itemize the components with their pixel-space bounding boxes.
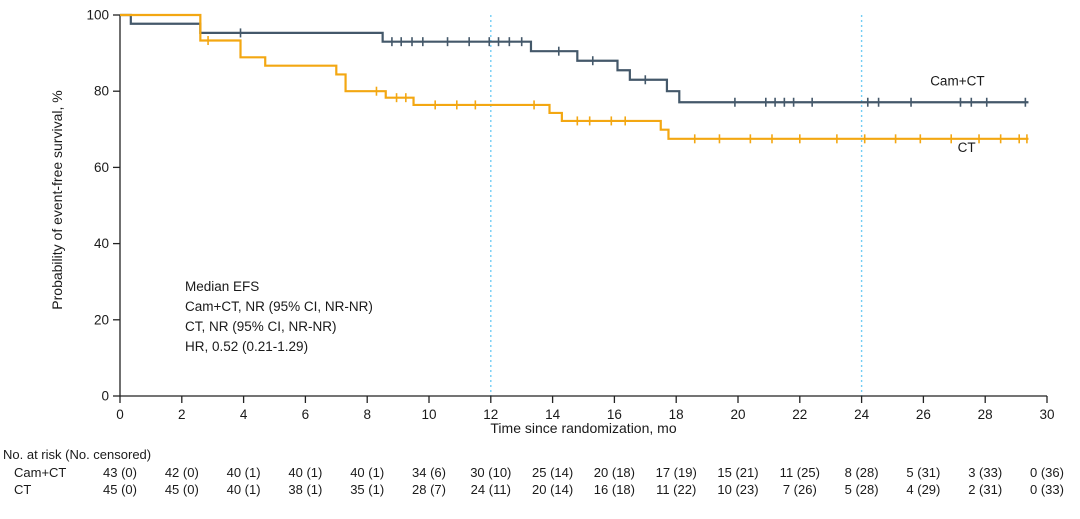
x-tick-label: 2 [178,407,186,422]
x-tick-label: 16 [607,407,622,422]
risk-value: 8 (28) [844,465,879,480]
x-tick-label: 6 [302,407,310,422]
risk-value: 4 (29) [906,482,941,497]
risk-value: 42 (0) [164,465,199,480]
risk-value: 0 (33) [1030,482,1064,497]
risk-value: 7 (26) [782,482,817,497]
risk-value: 11 (22) [656,482,697,497]
annotation-line-hr: HR, 0.52 (0.21-1.29) [185,339,309,354]
x-tick-label: 12 [483,407,498,422]
x-tick-label: 30 [1039,407,1054,422]
risk-table: No. at risk (No. censored) Cam+CT 43 (0) 4… [0,447,1080,519]
annotation-line-camct: Cam+CT, NR (95% CI, NR-NR) [185,299,373,314]
y-tick-label: 20 [94,312,109,327]
y-tick-label: 40 [94,236,109,251]
risk-row-label: CT [14,482,32,497]
annotation-line-median-efs: Median EFS [185,279,260,294]
risk-value: 45 (0) [103,482,137,497]
x-tick-label: 0 [116,407,124,422]
x-tick-label: 14 [545,407,561,422]
risk-value: 0 (36) [1030,465,1064,480]
x-tick-label: 26 [916,407,931,422]
annotation-line-ct: CT, NR (95% CI, NR-NR) [185,319,337,334]
risk-value: 5 (31) [906,465,941,480]
survival-curve-camct [120,13,1029,104]
risk-value: 5 (28) [844,482,879,497]
risk-value: 25 (14) [531,465,574,480]
x-tick-label: 18 [669,407,684,422]
risk-value: 30 (10) [470,465,512,480]
x-axis-title: Time since randomization, mo [490,420,677,436]
risk-row-label: Cam+CT [14,465,67,480]
risk-value: 40 (1) [350,465,385,480]
y-tick-label: 100 [86,8,109,23]
risk-value: 35 (1) [350,482,385,497]
x-tick-label: 24 [854,407,870,422]
risk-table-header: No. at risk (No. censored) [3,447,152,462]
y-tick-label: 0 [101,389,109,404]
risk-value: 16 (18) [593,482,635,497]
risk-value: 28 (7) [412,482,446,497]
risk-value: 40 (1) [226,465,261,480]
risk-value: 43 (0) [103,465,137,480]
risk-value: 10 (23) [717,482,759,497]
median-efs-annotation: Median EFS Cam+CT, NR (95% CI, NR-NR) CT… [185,277,373,357]
x-tick-label: 22 [792,407,807,422]
risk-value: 45 (0) [164,482,199,497]
risk-value: 40 (1) [226,482,261,497]
risk-value: 34 (6) [412,465,446,480]
x-tick-label: 20 [730,407,745,422]
risk-value: 20 (14) [531,482,574,497]
survival-curve-ct [120,13,1029,140]
risk-value: 2 (31) [968,482,1003,497]
risk-value: 38 (1) [288,482,323,497]
x-tick-label: 8 [363,407,371,422]
x-tick-label: 4 [240,407,248,422]
risk-value: 24 (11) [470,482,511,497]
risk-value: 3 (33) [968,465,1003,480]
y-tick-label: 60 [94,160,109,175]
risk-value: 17 (19) [655,465,697,480]
risk-value: 11 (25) [779,465,820,480]
risk-value: 15 (21) [717,465,759,480]
x-tick-label: 28 [978,407,993,422]
risk-value: 40 (1) [288,465,323,480]
curve-label-ct: CT [958,140,976,155]
y-tick-label: 80 [94,84,109,99]
x-tick-label: 10 [421,407,436,422]
risk-row-ct: CT 45 (0) 45 (0) 40 (1) 38 (1) 35 (1) 28 (7) 24… [0,482,1080,498]
risk-value: 20 (18) [593,465,635,480]
y-axis-title: Probability of event-free survival, % [49,90,65,310]
risk-row-camct: Cam+CT 43 (0) 42 (0) 40 (1) 40 (1) 40 (1) 34 (… [0,465,1080,481]
curve-label-camct: Cam+CT [930,73,984,88]
